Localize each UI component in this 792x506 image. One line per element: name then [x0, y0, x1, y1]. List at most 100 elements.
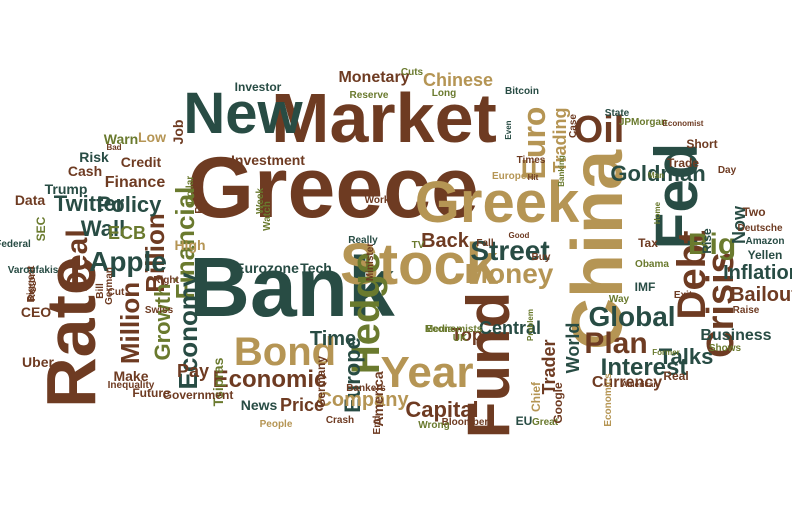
word-work: Work	[364, 195, 390, 206]
word-european: European	[491, 171, 539, 182]
word-street: Street	[470, 235, 550, 266]
word-dollar: Dollar	[185, 175, 196, 205]
word-high: High	[174, 237, 206, 253]
word-news: News	[240, 397, 278, 413]
word-state: State	[604, 108, 630, 119]
word-shows: Shows	[708, 343, 742, 354]
word-cuts: Cuts	[400, 67, 424, 78]
word-low: Low	[138, 129, 166, 145]
word-imf: IMF	[634, 280, 656, 294]
word-man: Man	[648, 171, 664, 180]
word-warn: Warn	[103, 131, 139, 147]
word-german: German	[104, 267, 115, 305]
word-currency: Currency	[591, 374, 663, 391]
word-capital: Capital	[405, 397, 479, 422]
word-goldman: Goldman	[610, 161, 706, 186]
word-world: World	[563, 322, 583, 374]
word-right: Right	[153, 275, 179, 286]
word-really: Really	[348, 235, 378, 246]
word-bankers: Bankers	[346, 383, 386, 394]
word-federal: Federal	[0, 239, 31, 250]
word-inflation: Inflation	[723, 262, 792, 284]
word-tv: TV	[411, 240, 425, 251]
word-greece: Greece	[187, 140, 479, 236]
word-greek: Greek	[414, 170, 580, 235]
word-apple: Apple	[89, 246, 167, 277]
word-pay: Pay	[176, 361, 210, 381]
word-real: Real	[663, 369, 689, 383]
word-data: Data	[14, 192, 46, 208]
word-eurozone: Eurozone	[235, 260, 299, 276]
word-american: American	[621, 380, 659, 389]
word-big: Big	[687, 228, 737, 261]
word-wall: Wall	[80, 216, 126, 241]
word-euro: Euro	[516, 106, 552, 180]
word-government: Government	[162, 388, 234, 402]
word-obama: Obama	[635, 259, 669, 270]
word-way: Way	[608, 294, 630, 305]
word-credit: Credit	[120, 154, 162, 170]
word-problem: Problem	[526, 308, 535, 342]
word-home: Home	[653, 201, 662, 225]
word-twitter: Twitter	[53, 191, 125, 216]
word-chinese: Chinese	[422, 70, 494, 90]
word-uk: UK	[452, 333, 468, 344]
word-bloomberg: Bloomberg	[441, 417, 495, 428]
word-day: Day	[717, 165, 737, 176]
word-amazon: Amazon	[745, 236, 785, 247]
word-swiss: Swiss	[144, 305, 174, 316]
word-trade: Trade	[666, 156, 700, 170]
word-raise: Raise	[732, 305, 760, 316]
word-bailout: Bailout	[730, 284, 792, 306]
word-economic: Economic	[212, 366, 328, 393]
word-make: Make	[113, 368, 149, 384]
word-long: Long	[431, 88, 457, 99]
word-economist: Economist	[662, 119, 704, 128]
word-market: Market	[271, 79, 497, 157]
word-former: Former	[652, 348, 680, 357]
word-bank: Bank	[189, 240, 395, 334]
word-business: Business	[700, 327, 772, 344]
word-varoufakis: Varoufakis	[7, 265, 59, 276]
word-money: Money	[464, 258, 554, 289]
word-company: Company	[317, 389, 409, 411]
word-short: Short	[686, 137, 718, 151]
word-yellen: Yellen	[747, 248, 783, 262]
word-growth: Growth	[150, 283, 175, 361]
word-people: People	[259, 419, 293, 430]
word-case: Case	[568, 114, 579, 138]
word-fall: Fall	[476, 238, 494, 249]
word-wrong: Wrong	[418, 420, 450, 431]
word-watch: Watch	[262, 201, 273, 231]
word-economists: Economists	[425, 324, 483, 335]
word-google: Google	[551, 382, 565, 424]
word-investor: Investor	[234, 80, 282, 94]
word-bond: Bond	[233, 330, 337, 374]
word-buy: Buy	[531, 252, 551, 263]
word-global: Global	[588, 301, 676, 332]
word-plan: Plan	[584, 327, 648, 360]
word-investment: Investment	[231, 152, 305, 168]
word-policy: Policy	[96, 192, 162, 217]
word-exit: Exit	[673, 290, 693, 301]
word-tax: Tax	[638, 236, 658, 250]
word-reserve: Reserve	[349, 90, 389, 101]
word-uber: Uber	[22, 354, 54, 370]
word-eu: EU	[515, 414, 533, 428]
word-price: Price	[279, 395, 325, 415]
word-great: Great	[531, 417, 559, 428]
word-year: Year	[380, 348, 474, 397]
word-good: Good	[508, 231, 530, 240]
word-jpmorgan: JPMorgan	[618, 117, 668, 128]
word-two: Two	[742, 205, 766, 219]
word-interest: Interest	[600, 354, 688, 381]
word-minister: Minister	[365, 242, 376, 282]
word-tech: Tech	[300, 260, 332, 276]
word-top: Top	[451, 325, 483, 345]
word-ceo: CEO	[20, 304, 52, 320]
word-stock: Stock	[340, 232, 498, 297]
word-cash: Cash	[67, 163, 103, 179]
word-central: Central	[478, 318, 542, 338]
word-economics: Economics	[603, 373, 614, 427]
